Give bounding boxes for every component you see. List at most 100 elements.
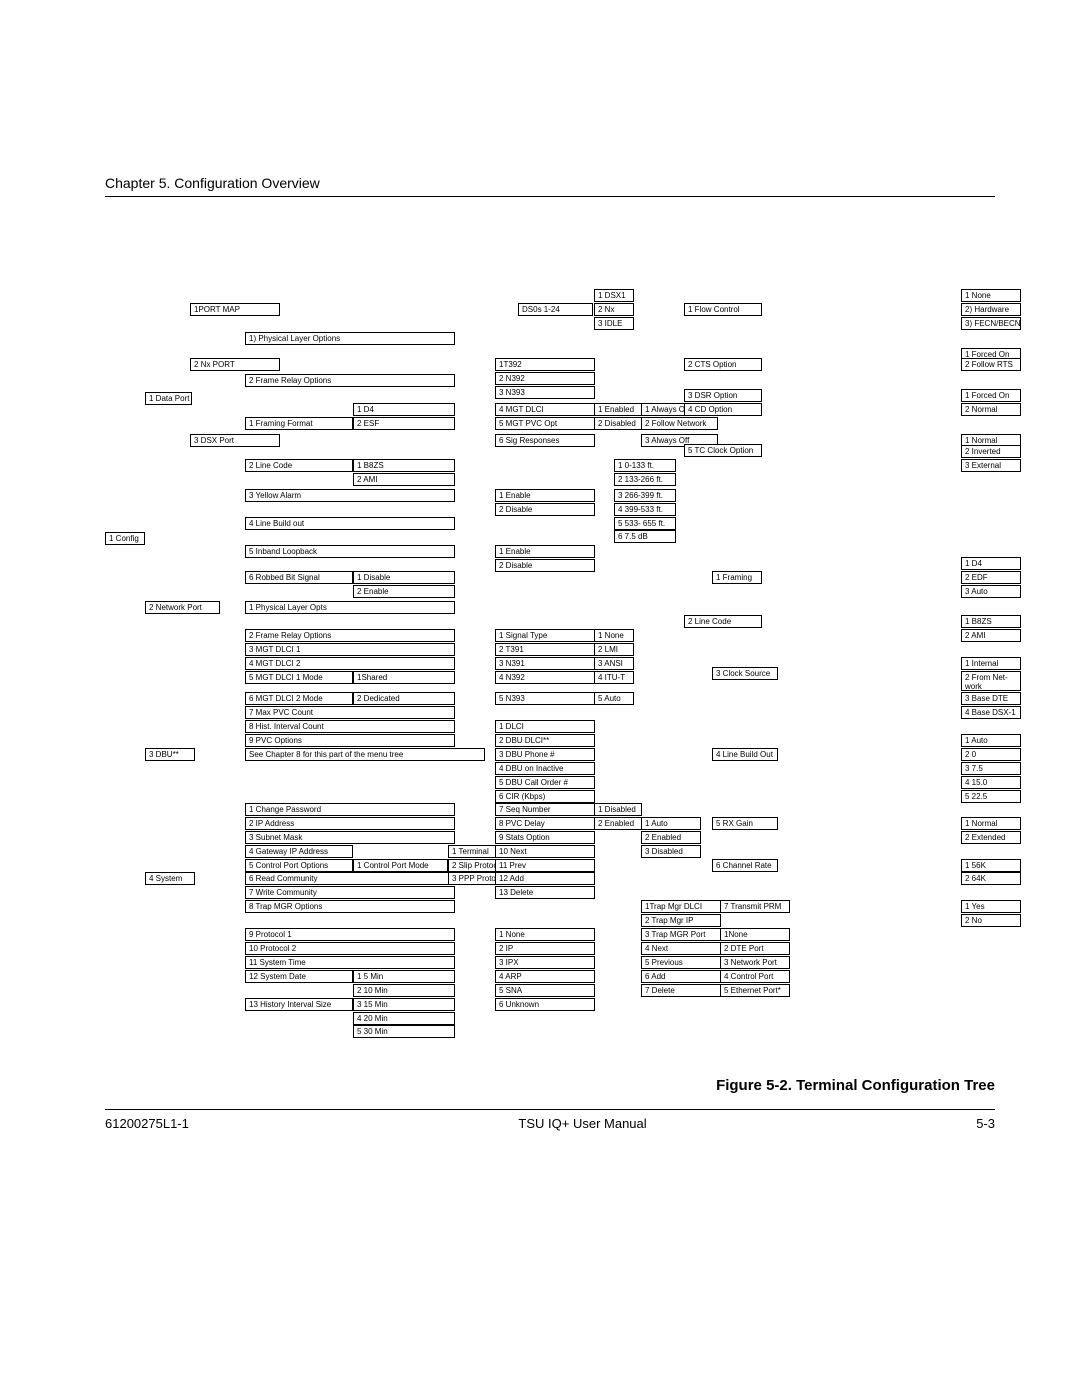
tree-cell: 1 Control Port Mode xyxy=(353,859,448,872)
tree-cell: 1 DLCI xyxy=(495,720,595,733)
tree-cell: 6 7.5 dB xyxy=(614,530,676,543)
tree-cell: 3 ANSI xyxy=(594,657,634,670)
tree-cell: 1 Flow Control xyxy=(684,303,762,316)
footer-right: 5-3 xyxy=(976,1116,995,1131)
tree-cell: 1 DSX1 xyxy=(594,289,634,302)
tree-cell: 9 PVC Options xyxy=(245,734,455,747)
tree-cell: 8 Hist. Interval Count xyxy=(245,720,455,733)
tree-cell: 4 ARP xyxy=(495,970,595,983)
tree-cell: 7 Seq Number xyxy=(495,803,595,816)
tree-cell: 1 0-133 ft. xyxy=(614,459,676,472)
tree-cell: 4 Gateway IP Address xyxy=(245,845,353,858)
tree-cell: 6 Unknown xyxy=(495,998,595,1011)
tree-cell: 6 Channel Rate xyxy=(712,859,778,872)
tree-cell: 1 Data Port xyxy=(145,392,192,405)
tree-cell: 2 Line Code xyxy=(684,615,762,628)
tree-cell: 3 Subnet Mask xyxy=(245,831,455,844)
tree-cell: 5 Previous xyxy=(641,956,721,969)
tree-cell: 1 D4 xyxy=(961,557,1021,570)
tree-cell: 8 PVC Delay xyxy=(495,817,595,830)
figure-caption: Figure 5-2. Terminal Configuration Tree xyxy=(105,1077,995,1094)
tree-cell: 2 64K xyxy=(961,872,1021,885)
tree-cell: 4 System xyxy=(145,872,195,885)
tree-cell: 2 Normal xyxy=(961,403,1021,416)
tree-cell: 2 AMI xyxy=(353,473,455,486)
tree-cell: 12 System Date xyxy=(245,970,353,983)
tree-cell: 2 Disabled xyxy=(594,417,642,430)
tree-cell: 2 ESF xyxy=(353,417,455,430)
tree-cell: 2 10 Min xyxy=(353,984,455,997)
tree-cell: 1 None xyxy=(495,928,595,941)
tree-cell: 5 N393 xyxy=(495,692,595,705)
tree-cell: 13 History Interval Size xyxy=(245,998,353,1011)
tree-cell: 5 MGT DLCI 1 Mode xyxy=(245,671,353,684)
tree-cell: 5 RX Gain xyxy=(712,817,778,830)
tree-cell: 6 Robbed Bit Signal xyxy=(245,571,353,584)
tree-cell: 2 Dedicated xyxy=(353,692,455,705)
tree-cell: 1 None xyxy=(961,289,1021,302)
tree-cell: 4 N392 xyxy=(495,671,595,684)
tree-cell: 3 N391 xyxy=(495,657,595,670)
tree-cell: 2 LMI xyxy=(594,643,634,656)
config-tree-diagram: 1 Config1PORT MAP2 Nx PORT3 DSX Port1 Da… xyxy=(105,227,1025,1052)
tree-cell: 3 DBU** xyxy=(145,748,195,761)
tree-cell: 1Shared xyxy=(353,671,455,684)
tree-cell: 5 Auto xyxy=(594,692,634,705)
tree-cell: 3 IDLE xyxy=(594,317,634,330)
tree-cell: 4 20 Min xyxy=(353,1012,455,1025)
tree-cell: 4 Line Build Out xyxy=(712,748,778,761)
tree-cell: 2 133-266 ft. xyxy=(614,473,676,486)
tree-cell: 2 IP Address xyxy=(245,817,455,830)
tree-cell: 4 MGT DLCI 2 xyxy=(245,657,455,670)
tree-cell: 2 From Net-work xyxy=(961,671,1021,691)
tree-cell: 1 Disable xyxy=(353,571,455,584)
tree-cell: 2 Nx xyxy=(594,303,634,316)
tree-cell: 6 Sig Responses xyxy=(495,434,595,447)
tree-cell: 5 DBU Call Order # xyxy=(495,776,595,789)
tree-cell: 2) Hardware xyxy=(961,303,1021,316)
tree-cell: 8 Trap MGR Options xyxy=(245,900,455,913)
tree-cell: 3 IPX xyxy=(495,956,595,969)
tree-cell: 1 Normal xyxy=(961,817,1021,830)
tree-cell: 1 B8ZS xyxy=(353,459,455,472)
tree-cell: 7 Write Community xyxy=(245,886,455,899)
tree-cell: 1 Internal xyxy=(961,657,1021,670)
tree-cell: 2 Network Port xyxy=(145,601,220,614)
tree-cell: 1 Auto xyxy=(961,734,1021,747)
tree-cell: 1Trap Mgr DLCI xyxy=(641,900,721,913)
tree-cell: See Chapter 8 for this part of the menu … xyxy=(245,748,485,761)
tree-cell: 13 Delete xyxy=(495,886,595,899)
tree-cell: 3 DBU Phone # xyxy=(495,748,595,761)
tree-cell: 1PORT MAP xyxy=(190,303,280,316)
tree-cell: 2 Disable xyxy=(495,503,595,516)
tree-cell: 2 Frame Relay Options xyxy=(245,374,455,387)
tree-cell: 2 CTS Option xyxy=(684,358,762,371)
tree-cell: 11 System Time xyxy=(245,956,455,969)
tree-cell: 3 15 Min xyxy=(353,998,455,1011)
footer-center: TSU IQ+ User Manual xyxy=(518,1116,646,1131)
tree-cell: 3 Base DTE xyxy=(961,692,1021,705)
tree-cell: 1 Enabled xyxy=(594,403,642,416)
tree-cell: 1 Yes xyxy=(961,900,1021,913)
tree-cell: 6 CIR (Kbps) xyxy=(495,790,595,803)
tree-cell: 2 Trap Mgr IP xyxy=(641,914,721,927)
tree-cell: 1 Config xyxy=(105,532,145,545)
tree-cell: 7 Max PVC Count xyxy=(245,706,455,719)
tree-cell: 1 Enable xyxy=(495,489,595,502)
tree-cell: 2 DBU DLCI** xyxy=(495,734,595,747)
tree-cell: 4 15.0 xyxy=(961,776,1021,789)
page-footer: 61200275L1-1 TSU IQ+ User Manual 5-3 xyxy=(105,1109,995,1131)
tree-cell: 5 30 Min xyxy=(353,1025,455,1038)
tree-cell: 1None xyxy=(720,928,790,941)
tree-cell: 1 Physical Layer Opts xyxy=(245,601,455,614)
tree-cell: 2 No xyxy=(961,914,1021,927)
tree-cell: 12 Add xyxy=(495,872,595,885)
tree-cell: 1 Auto xyxy=(641,817,701,830)
tree-cell: 2 Enabled xyxy=(641,831,701,844)
tree-cell: 6 Read Community xyxy=(245,872,455,885)
tree-cell: 3 External xyxy=(961,459,1021,472)
tree-cell: 3 N393 xyxy=(495,386,595,399)
tree-cell: 4 ITU-T xyxy=(594,671,634,684)
tree-cell: 2 Nx PORT xyxy=(190,358,280,371)
tree-cell: 3 Network Port xyxy=(720,956,790,969)
